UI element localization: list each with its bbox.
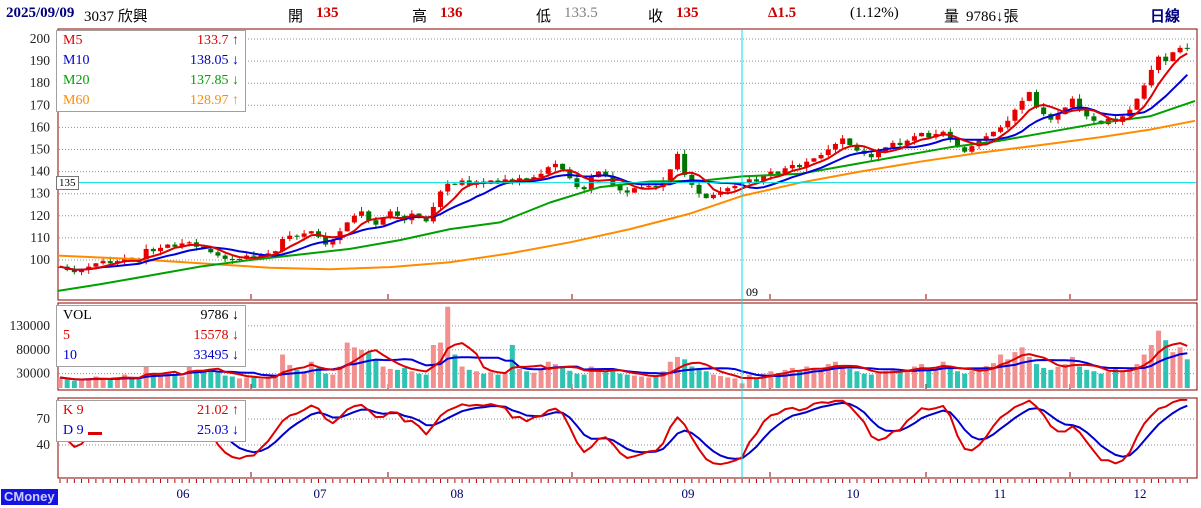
d9-label: D 9 — [63, 423, 84, 438]
svg-text:200: 200 — [30, 31, 51, 46]
vol-ma10-label: 10 — [63, 348, 77, 363]
period-selector[interactable]: 日線 — [1150, 9, 1181, 25]
svg-text:160: 160 — [30, 119, 51, 134]
d9-row: D 9 25.03 ↓ — [57, 421, 245, 441]
ma5-label: M5 — [63, 33, 83, 48]
down-arrow-icon: ↓ — [232, 348, 239, 363]
vol-ma5-label: 5 — [63, 328, 70, 343]
d9-value: 25.03 — [197, 423, 229, 438]
ma60-label: M60 — [63, 93, 90, 108]
high-label: 高 — [412, 9, 428, 25]
volume-value: 9786↓張 — [966, 9, 1019, 25]
svg-text:30000: 30000 — [16, 366, 50, 381]
close-label: 收 — [648, 9, 664, 25]
svg-text:190: 190 — [30, 53, 51, 68]
svg-text:80000: 80000 — [16, 342, 50, 357]
down-arrow-icon: ↓ — [232, 53, 239, 68]
up-arrow-icon: ↑ — [232, 93, 239, 108]
vol-value: 9786 — [200, 308, 229, 323]
crosshair — [59, 30, 1196, 477]
crosshair-price-label: 135 — [56, 176, 79, 190]
high-value: 136 — [440, 5, 463, 21]
crosshair-date-label: 09 — [745, 285, 759, 299]
ma10-value: 138.05 — [190, 53, 229, 68]
x-axis-month-label: 08 — [451, 486, 464, 501]
ma10-row: M10 138.05 ↓ — [57, 51, 245, 71]
open-label: 開 — [288, 9, 304, 25]
ma20-value: 137.85 — [190, 73, 229, 88]
svg-text:110: 110 — [30, 230, 50, 245]
x-axis-month-label: 06 — [177, 486, 191, 501]
svg-text:130: 130 — [30, 186, 51, 201]
down-arrow-icon: ↓ — [232, 328, 239, 343]
ma20-label: M20 — [63, 73, 90, 88]
x-axis-month-label: 11 — [994, 486, 1007, 501]
up-arrow-icon: ↑ — [232, 33, 239, 48]
ma20-row: M20 137.85 ↓ — [57, 71, 245, 91]
svg-text:150: 150 — [30, 142, 51, 157]
k9-label: K 9 — [63, 403, 84, 418]
svg-text:40: 40 — [37, 437, 51, 452]
date-value: 2025/09/09 — [6, 5, 75, 21]
open-value: 135 — [316, 5, 339, 21]
vol-label: VOL — [63, 308, 92, 323]
svg-text:140: 140 — [30, 164, 51, 179]
kd-panel[interactable]: 70 40 — [37, 397, 1198, 479]
svg-text:130000: 130000 — [10, 318, 51, 333]
vol-ma10-value: 33495 — [193, 348, 229, 363]
ma5-value: 133.7 — [197, 33, 229, 48]
x-axis-month-label: 10 — [847, 486, 860, 501]
ma10-label: M10 — [63, 53, 90, 68]
vol-row: VOL 9786 ↓ — [57, 306, 245, 326]
ma5-row: M5 133.7 ↑ — [57, 31, 245, 51]
x-axis-month-label: 12 — [1134, 486, 1147, 501]
svg-text:120: 120 — [30, 208, 51, 223]
x-axis-month-label: 09 — [682, 486, 695, 501]
kd-legend: K 9 21.02 ↑ D 9 25.03 ↓ — [56, 400, 246, 442]
k9-row: K 9 21.02 ↑ — [57, 401, 245, 421]
change-value: Δ1.5 — [768, 5, 797, 21]
k-line-fragment — [88, 432, 102, 435]
vol-ma5-value: 15578 — [193, 328, 229, 343]
close-value: 135 — [676, 5, 699, 21]
price-panel[interactable]: 200 190 180 170 160 150 140 130 120 110 100 — [30, 28, 1198, 301]
ma60-row: M60 128.97 ↑ — [57, 91, 245, 111]
volume-panel[interactable]: 130000 80000 30000 — [10, 302, 1198, 391]
volume-label: 量 — [944, 9, 960, 25]
x-axis-month-label: 07 — [314, 486, 328, 501]
change-pct: (1.12%) — [850, 5, 899, 21]
svg-text:180: 180 — [30, 75, 51, 90]
vol-ma5-row: 5 15578 ↓ — [57, 326, 245, 346]
down-arrow-icon: ↓ — [232, 423, 239, 438]
stock-name: 3037 欣興 — [84, 9, 148, 25]
volume-legend: VOL 9786 ↓ 5 15578 ↓ 10 33495 ↓ — [56, 305, 246, 367]
svg-text:100: 100 — [30, 252, 51, 267]
low-value: 133.5 — [564, 5, 598, 21]
up-arrow-icon: ↑ — [232, 403, 239, 418]
svg-text:170: 170 — [30, 97, 51, 112]
cmoney-watermark: CMoney — [1, 489, 58, 505]
down-arrow-icon: ↓ — [232, 73, 239, 88]
vol-ma10-row: 10 33495 ↓ — [57, 346, 245, 366]
k9-value: 21.02 — [197, 403, 229, 418]
header-bar: 2025/09/09 3037 欣興 開 135 高 136 低 133.5 收… — [0, 0, 1201, 28]
down-arrow-icon: ↓ — [232, 308, 239, 323]
ma60-value: 128.97 — [190, 93, 229, 108]
svg-text:70: 70 — [37, 411, 51, 426]
ma-legend: M5 133.7 ↑ M10 138.05 ↓ M20 137.85 ↓ M60 128… — [56, 30, 246, 112]
low-label: 低 — [536, 9, 552, 25]
x-axis: 06 07 08 09 10 11 12 — [59, 479, 1188, 501]
